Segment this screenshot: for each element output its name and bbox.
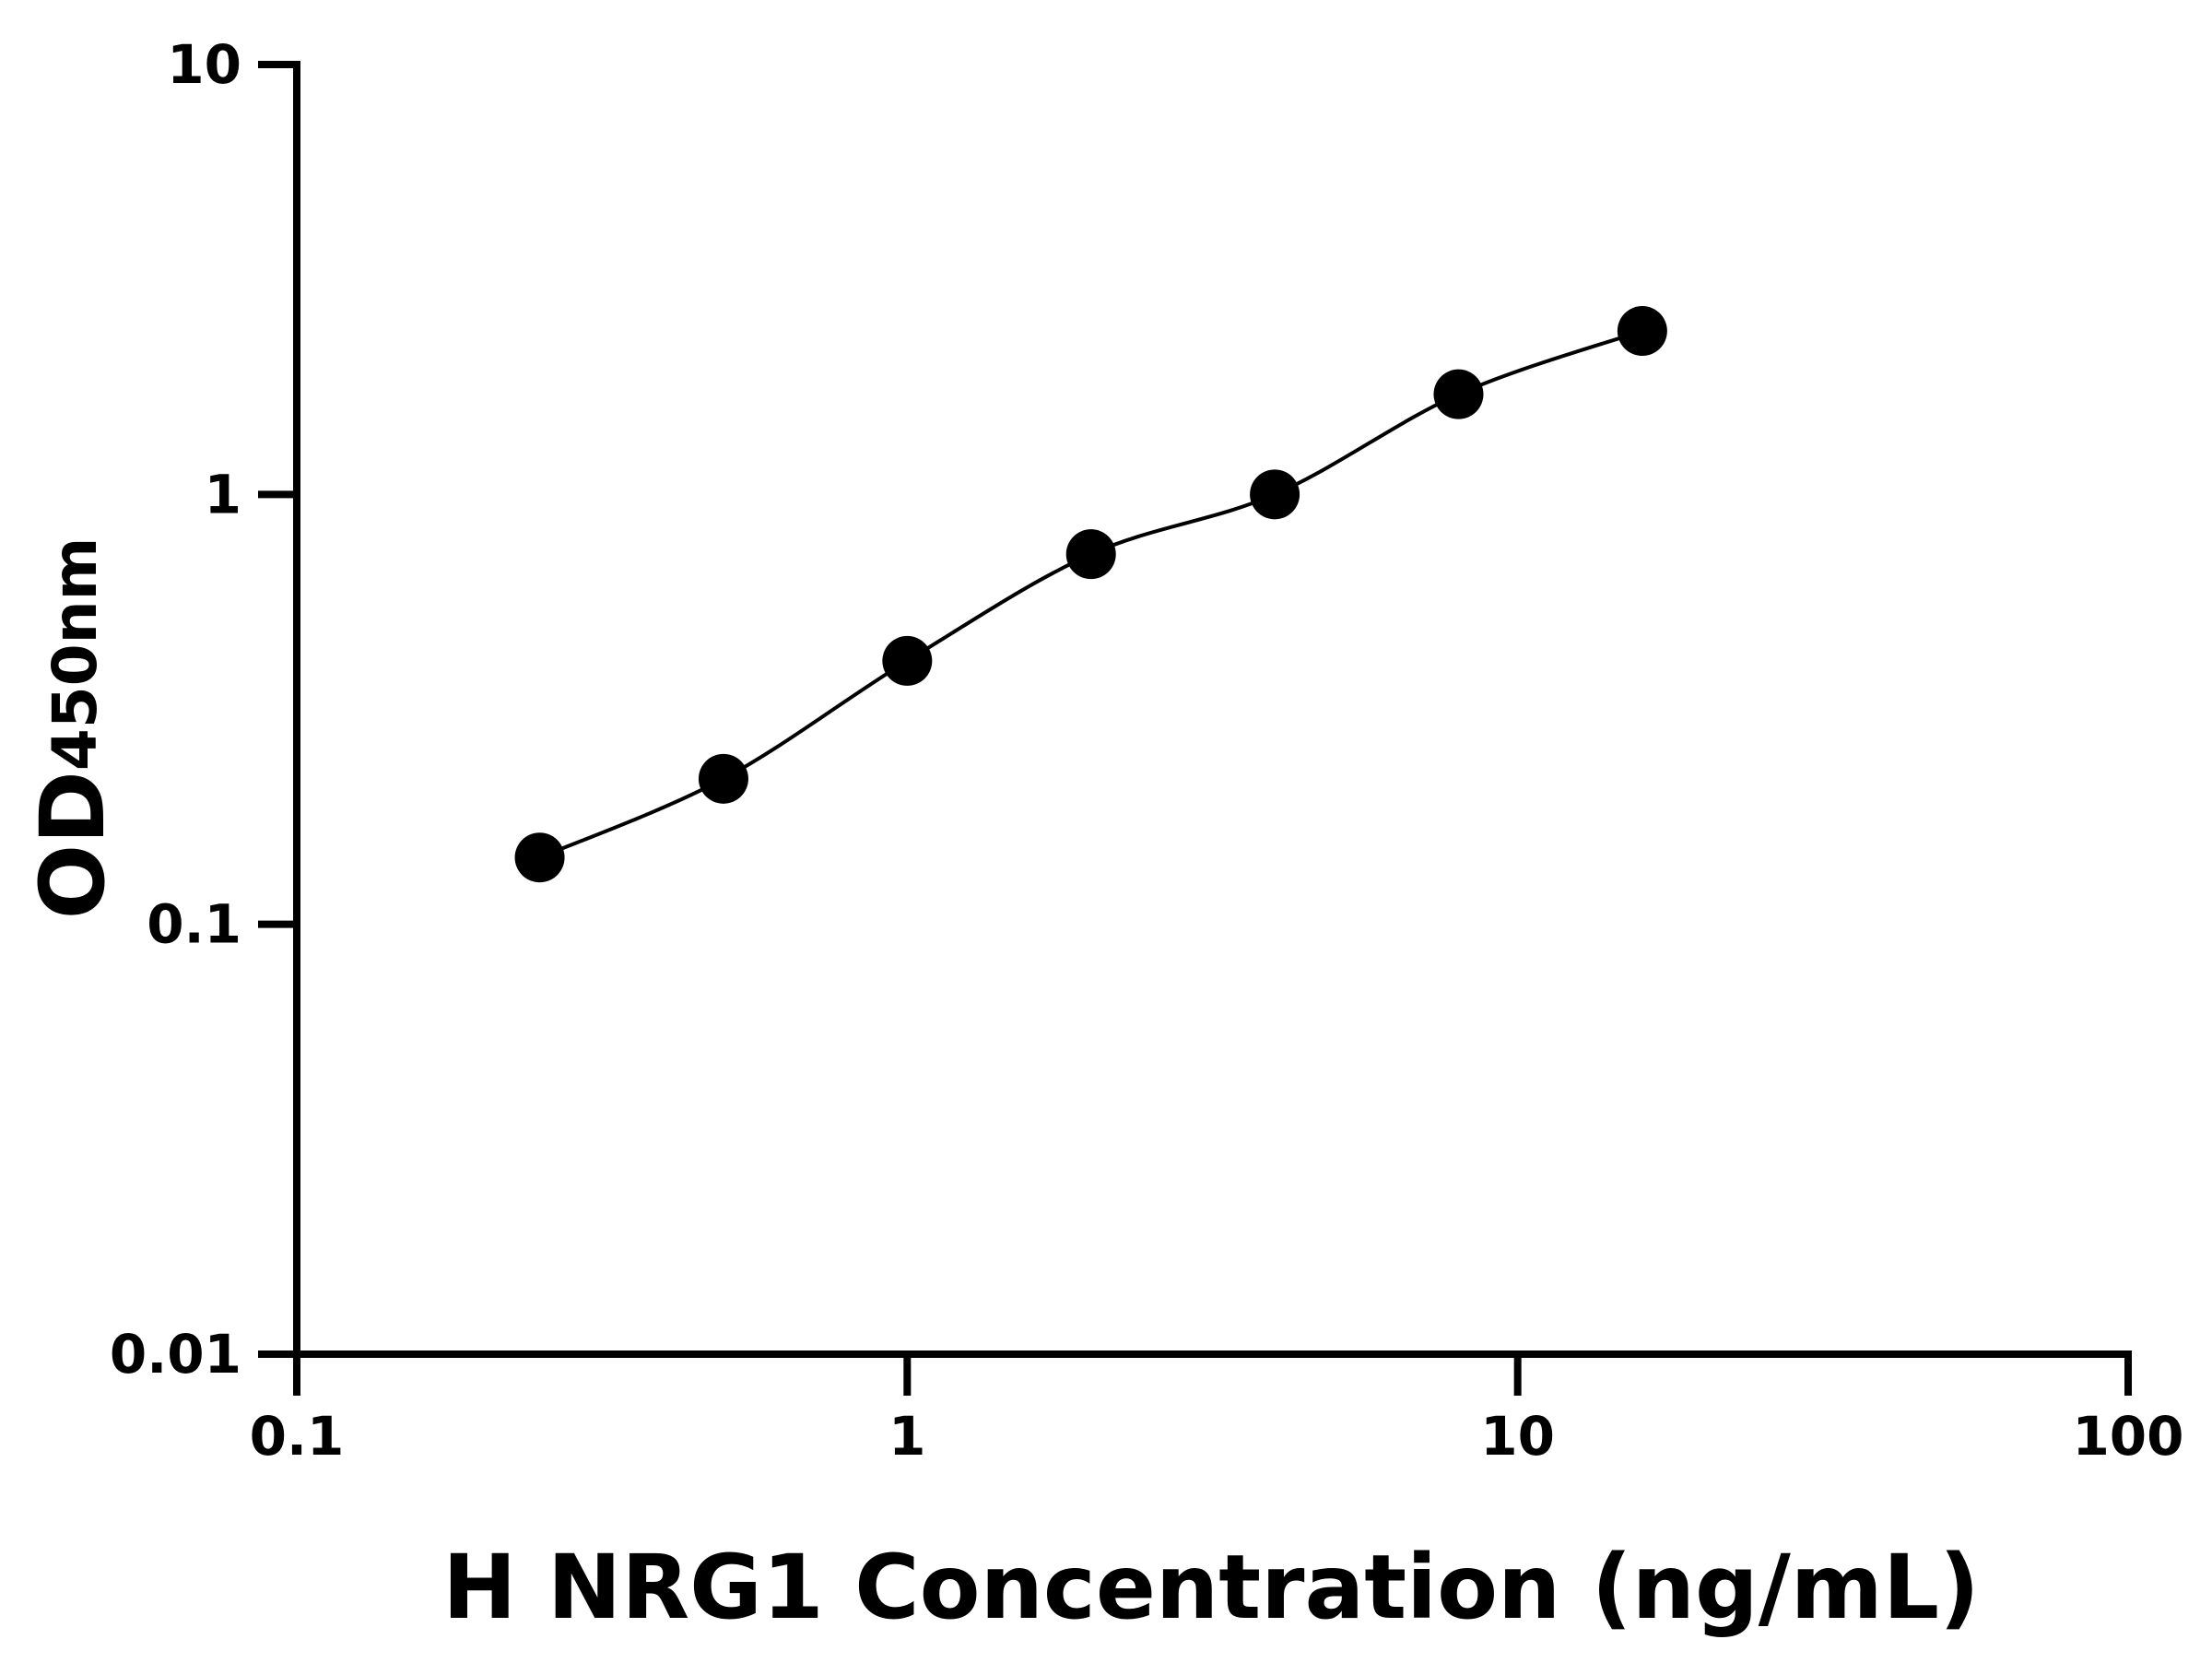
data-point	[1617, 306, 1667, 357]
y-axis-label-main: OD	[21, 771, 124, 919]
y-axis-label: OD450nm	[21, 537, 124, 920]
data-point	[1433, 369, 1484, 419]
x-axis-label: H NRG1 Concentration (ng/mL)	[442, 1536, 1980, 1639]
data-point	[698, 753, 748, 804]
y-tick-label: 0.01	[110, 1323, 241, 1386]
x-tick-label: 10	[1480, 1405, 1555, 1468]
data-point	[1065, 529, 1116, 580]
data-point	[1250, 469, 1300, 520]
y-tick-label: 1	[205, 463, 241, 525]
x-tick-label: 0.1	[250, 1405, 345, 1468]
y-tick-label: 0.1	[147, 893, 241, 956]
data-point	[882, 635, 933, 686]
data-point	[514, 832, 565, 883]
x-tick-label: 100	[2072, 1405, 2183, 1468]
x-tick-label: 1	[888, 1405, 925, 1468]
y-tick-label: 10	[167, 33, 241, 96]
y-axis-label-subscript: 450nm	[40, 537, 111, 772]
